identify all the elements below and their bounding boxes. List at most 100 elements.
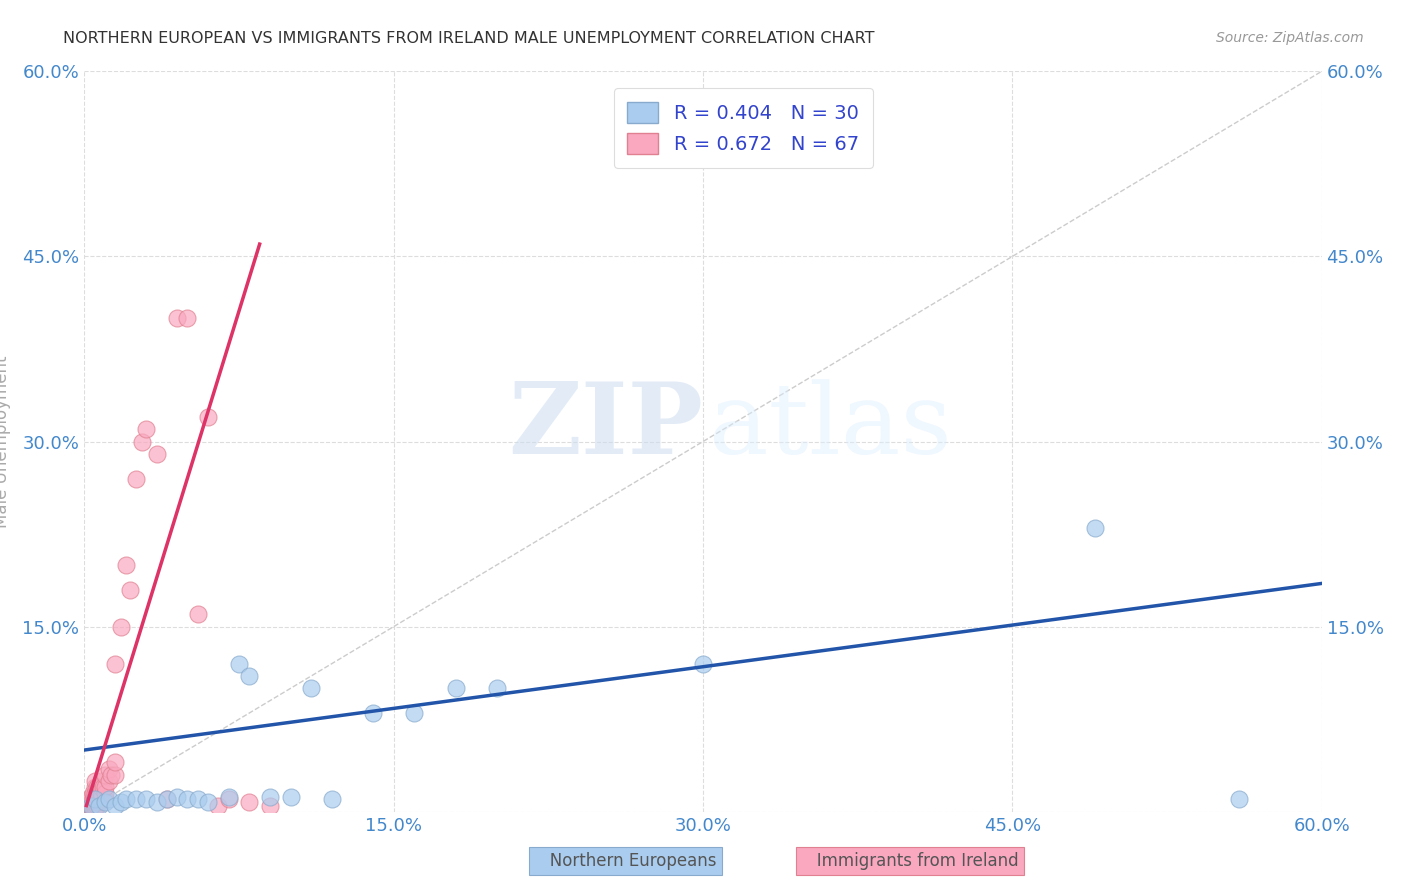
Text: Source: ZipAtlas.com: Source: ZipAtlas.com [1216, 31, 1364, 45]
Point [90, 786, 112, 800]
Text: ZIP: ZIP [508, 378, 703, 475]
Y-axis label: Male Unemployment: Male Unemployment [0, 355, 11, 528]
Point [94, 780, 117, 794]
Point [83, 780, 105, 794]
Point [207, 798, 229, 813]
Point [131, 434, 153, 449]
Point [485, 681, 508, 696]
Point [259, 789, 281, 804]
Point [135, 792, 157, 806]
Point [98, 773, 121, 788]
Point [104, 767, 127, 781]
Point [83, 773, 105, 788]
Point [145, 795, 167, 809]
Point [83, 798, 105, 813]
Text: Immigrants from Ireland: Immigrants from Ireland [801, 852, 1019, 870]
Point [1084, 521, 1107, 535]
Point [86, 795, 108, 809]
Point [94, 795, 117, 809]
Point [110, 619, 132, 633]
Point [187, 607, 209, 622]
Point [77, 798, 100, 813]
Point [79, 798, 101, 813]
Point [114, 792, 136, 806]
Point [87, 798, 110, 813]
Point [94, 767, 117, 781]
Point [135, 422, 157, 436]
Point [86, 789, 108, 804]
Point [79, 797, 101, 812]
Point [86, 786, 108, 800]
Point [125, 792, 148, 806]
Point [90, 780, 112, 794]
Point [87, 786, 110, 800]
Point [104, 798, 127, 813]
Point [166, 311, 188, 326]
Point [104, 657, 127, 671]
Point [145, 447, 167, 461]
Point [83, 801, 105, 815]
Point [86, 798, 108, 813]
Point [77, 801, 100, 815]
Point [83, 795, 105, 809]
Point [82, 796, 104, 810]
Point [280, 789, 302, 804]
Point [98, 792, 121, 806]
Point [218, 792, 240, 806]
Point [91, 780, 114, 794]
Point [82, 801, 104, 815]
Point [444, 681, 467, 696]
Point [90, 792, 112, 806]
Point [86, 780, 108, 794]
Point [79, 792, 101, 806]
Point [104, 756, 127, 770]
Point [83, 786, 105, 800]
Point [82, 786, 104, 800]
Point [197, 795, 219, 809]
Point [197, 409, 219, 424]
Point [176, 792, 198, 806]
Point [187, 792, 209, 806]
Point [218, 789, 240, 804]
Point [79, 798, 101, 813]
Point [87, 792, 110, 806]
Point [118, 582, 141, 597]
Point [238, 669, 260, 683]
Point [156, 792, 179, 806]
Point [114, 558, 136, 572]
Point [83, 799, 105, 814]
Point [77, 795, 100, 809]
Point [299, 681, 322, 696]
Point [259, 798, 281, 813]
Legend: R = 0.404   N = 30, R = 0.672   N = 67: R = 0.404 N = 30, R = 0.672 N = 67 [614, 88, 873, 168]
Point [321, 792, 343, 806]
Point [94, 792, 117, 806]
Text: Northern Europeans: Northern Europeans [534, 852, 717, 870]
Point [79, 796, 101, 810]
Point [166, 789, 188, 804]
Text: NORTHERN EUROPEAN VS IMMIGRANTS FROM IRELAND MALE UNEMPLOYMENT CORRELATION CHART: NORTHERN EUROPEAN VS IMMIGRANTS FROM IRE… [63, 31, 875, 46]
Point [82, 799, 104, 814]
Point [1227, 792, 1250, 806]
Point [125, 471, 148, 485]
Point [228, 657, 250, 671]
Point [156, 792, 179, 806]
Point [87, 780, 110, 794]
Point [79, 801, 101, 815]
Point [83, 797, 105, 812]
Point [100, 767, 122, 781]
Point [361, 706, 384, 720]
Point [83, 792, 105, 806]
Point [82, 798, 104, 813]
Point [404, 706, 426, 720]
Point [79, 799, 101, 814]
Point [86, 782, 108, 797]
Point [79, 795, 101, 809]
Point [83, 789, 105, 804]
Point [110, 795, 132, 809]
Point [83, 792, 105, 806]
Point [82, 792, 104, 806]
Point [176, 311, 198, 326]
Point [79, 789, 101, 804]
Point [94, 786, 117, 800]
